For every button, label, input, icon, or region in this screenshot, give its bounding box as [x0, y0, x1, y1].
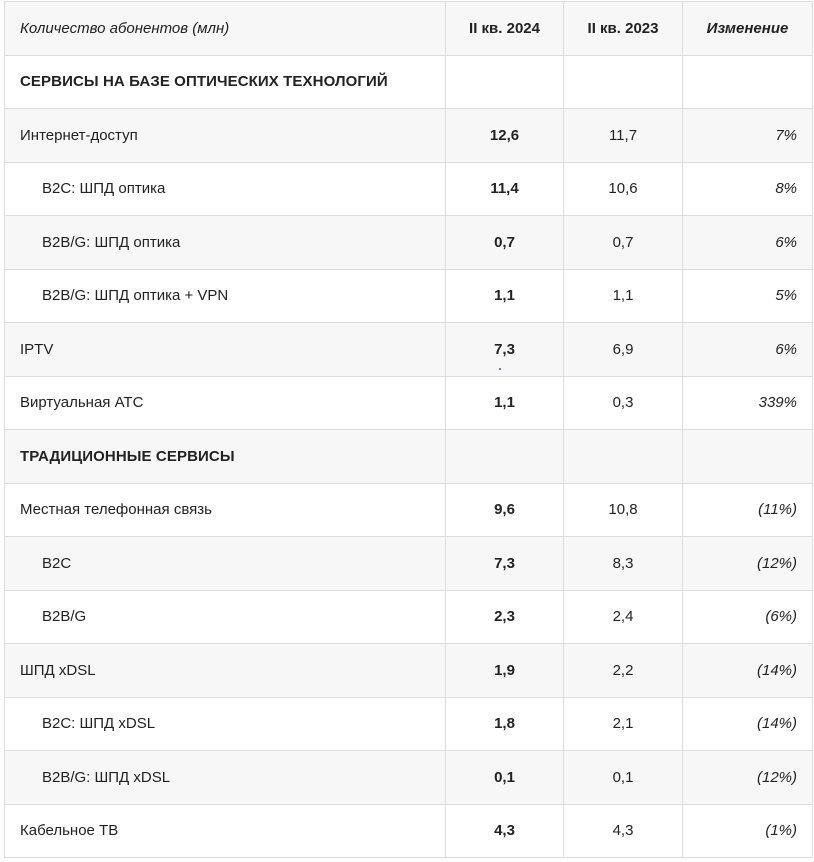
- table-row-section-optical: СЕРВИСЫ НА БАЗЕ ОПТИЧЕСКИХ ТЕХНОЛОГИЙ: [4, 54, 813, 109]
- cell-q2-2024: 7,3: [445, 536, 564, 591]
- cell-q2-2024: 12,6: [445, 108, 564, 163]
- cell-change: 6%: [682, 322, 813, 377]
- subscribers-table-container: Количество абонентов (млн) II кв. 2024 I…: [4, 1, 813, 858]
- row-label: B2C: ШПД xDSL: [4, 696, 446, 751]
- cell-q2-2024: 4,3: [445, 803, 564, 858]
- cell-change: 8%: [682, 161, 813, 216]
- table-header-row: Количество абонентов (млн) II кв. 2024 I…: [4, 1, 813, 56]
- header-change: Изменение: [682, 1, 813, 56]
- cell-change: (12%): [682, 750, 813, 805]
- cell-change: (14%): [682, 643, 813, 698]
- cell-q2-2024: 7,3: [445, 322, 564, 377]
- cell-change: 5%: [682, 268, 813, 323]
- cell-change: (14%): [682, 696, 813, 751]
- cell-change: (11%): [682, 482, 813, 537]
- table-row: B2B/G: ШПД оптика 0,7 0,7 6%: [4, 215, 813, 270]
- cell-change: 6%: [682, 215, 813, 270]
- cell-q2-2023: 0,1: [563, 750, 683, 805]
- table-row: B2C 7,3 8,3 (12%): [4, 536, 813, 591]
- cell-q2-2024: 0,1: [445, 750, 564, 805]
- cell-q2-2024: 0,7: [445, 215, 564, 270]
- cell-q2-2024: 1,8: [445, 696, 564, 751]
- row-label: B2B/G: ШПД оптика + VPN: [4, 268, 446, 323]
- stray-dot-mark: [499, 368, 501, 370]
- row-label: Кабельное ТВ: [4, 803, 446, 858]
- table-row: B2C: ШПД xDSL 1,8 2,1 (14%): [4, 696, 813, 751]
- row-label: IPTV: [4, 322, 446, 377]
- row-label: ШПД xDSL: [4, 643, 446, 698]
- table-row: Местная телефонная связь 9,6 10,8 (11%): [4, 482, 813, 537]
- cell-q2-2024: 2,3: [445, 589, 564, 644]
- row-label: B2B/G: [4, 589, 446, 644]
- table-row: B2B/G: ШПД оптика + VPN 1,1 1,1 5%: [4, 268, 813, 323]
- table-row: ШПД xDSL 1,9 2,2 (14%): [4, 643, 813, 698]
- cell-q2-2023: 10,6: [563, 161, 683, 216]
- cell-change: [682, 54, 813, 109]
- cell-q2-2024: [445, 54, 564, 109]
- row-label: Местная телефонная связь: [4, 482, 446, 537]
- cell-q2-2023: 6,9: [563, 322, 683, 377]
- cell-q2-2023: 2,2: [563, 643, 683, 698]
- header-q2-2023: II кв. 2023: [563, 1, 683, 56]
- cell-q2-2023: 4,3: [563, 803, 683, 858]
- table-row: Кабельное ТВ 4,3 4,3 (1%): [4, 803, 813, 858]
- row-label: B2C: ШПД оптика: [4, 161, 446, 216]
- section-title: ТРАДИЦИОННЫЕ СЕРВИСЫ: [4, 429, 446, 484]
- cell-change: [682, 429, 813, 484]
- cell-q2-2024: 1,9: [445, 643, 564, 698]
- cell-q2-2024: [445, 429, 564, 484]
- row-label: B2B/G: ШПД оптика: [4, 215, 446, 270]
- cell-q2-2024: 1,1: [445, 268, 564, 323]
- subscribers-table: Количество абонентов (млн) II кв. 2024 I…: [4, 1, 813, 858]
- cell-q2-2023: 0,7: [563, 215, 683, 270]
- cell-q2-2023: [563, 429, 683, 484]
- cell-q2-2023: 11,7: [563, 108, 683, 163]
- cell-q2-2024: 1,1: [445, 375, 564, 430]
- header-label: Количество абонентов (млн): [4, 1, 446, 56]
- table-row: Интернет-доступ 12,6 11,7 7%: [4, 108, 813, 163]
- cell-q2-2024: 9,6: [445, 482, 564, 537]
- cell-q2-2023: 0,3: [563, 375, 683, 430]
- cell-change: (12%): [682, 536, 813, 591]
- cell-q2-2023: 8,3: [563, 536, 683, 591]
- row-label: Виртуальная АТС: [4, 375, 446, 430]
- cell-change: (6%): [682, 589, 813, 644]
- table-row: Виртуальная АТС 1,1 0,3 339%: [4, 375, 813, 430]
- cell-q2-2023: 2,1: [563, 696, 683, 751]
- cell-change: (1%): [682, 803, 813, 858]
- table-row: B2B/G 2,3 2,4 (6%): [4, 589, 813, 644]
- cell-change: 339%: [682, 375, 813, 430]
- table-row: IPTV 7,3 6,9 6%: [4, 322, 813, 377]
- table-row: B2C: ШПД оптика 11,4 10,6 8%: [4, 161, 813, 216]
- section-title: СЕРВИСЫ НА БАЗЕ ОПТИЧЕСКИХ ТЕХНОЛОГИЙ: [4, 54, 446, 109]
- row-label: B2C: [4, 536, 446, 591]
- row-label: Интернет-доступ: [4, 108, 446, 163]
- cell-q2-2024: 11,4: [445, 161, 564, 216]
- cell-change: 7%: [682, 108, 813, 163]
- cell-q2-2023: 2,4: [563, 589, 683, 644]
- header-q2-2024: II кв. 2024: [445, 1, 564, 56]
- table-row: B2B/G: ШПД xDSL 0,1 0,1 (12%): [4, 750, 813, 805]
- cell-q2-2023: 1,1: [563, 268, 683, 323]
- table-row-section-traditional: ТРАДИЦИОННЫЕ СЕРВИСЫ: [4, 429, 813, 484]
- cell-q2-2023: 10,8: [563, 482, 683, 537]
- cell-q2-2023: [563, 54, 683, 109]
- row-label: B2B/G: ШПД xDSL: [4, 750, 446, 805]
